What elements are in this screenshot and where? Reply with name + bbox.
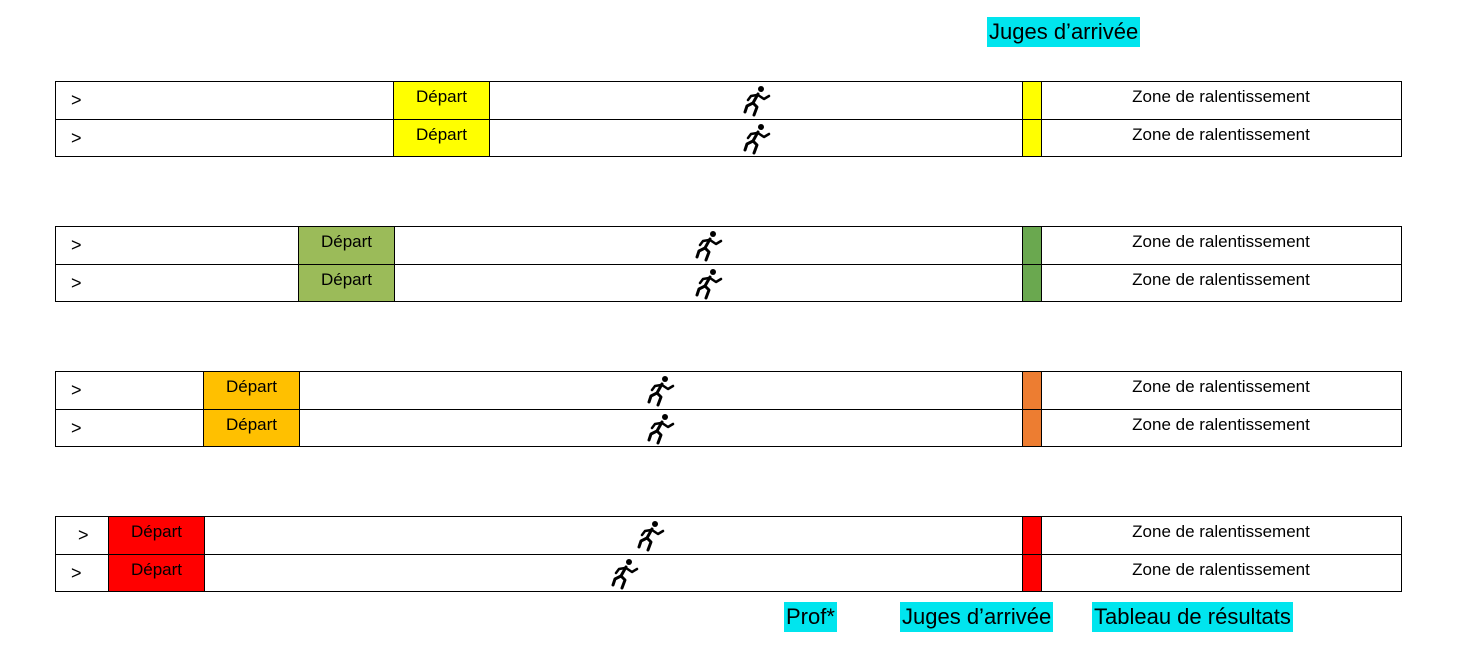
lane-group-orange: > Départ Zone de ralentissement > Départ… <box>55 371 1402 447</box>
runner-icon <box>646 413 676 445</box>
lane: > Départ Zone de ralentissement <box>56 554 1401 591</box>
runner-icon <box>742 123 772 155</box>
runner-icon <box>694 230 724 262</box>
finish-judges-label-top: Juges d’arrivée <box>987 17 1141 47</box>
chevron-marker: > <box>71 418 82 438</box>
lane: > Départ Zone de ralentissement <box>56 119 1401 156</box>
slowdown-zone-label: Zone de ralentissement <box>1132 270 1310 289</box>
lane: > Départ Zone de ralentissement <box>56 517 1401 554</box>
lane-group-yellow: > Départ Zone de ralentissement > Départ… <box>55 81 1402 157</box>
finish-line <box>1022 227 1042 264</box>
chevron-marker: > <box>71 235 82 255</box>
chevron-marker: > <box>71 128 82 148</box>
start-box: Départ <box>108 555 205 591</box>
chevron-marker: > <box>71 90 82 110</box>
finish-line <box>1022 410 1042 446</box>
runner-icon <box>636 520 666 552</box>
start-box: Départ <box>203 410 300 446</box>
chevron-marker: > <box>71 563 82 583</box>
runner-icon <box>610 558 640 590</box>
lane: > Départ Zone de ralentissement <box>56 227 1401 264</box>
finish-line <box>1022 265 1042 301</box>
teacher-label: Prof* <box>784 602 837 632</box>
runner-icon <box>646 375 676 407</box>
slowdown-zone-label: Zone de ralentissement <box>1132 377 1310 396</box>
runner-icon <box>694 268 724 300</box>
start-box: Départ <box>203 372 300 409</box>
lane: > Départ Zone de ralentissement <box>56 372 1401 409</box>
start-box: Départ <box>108 517 205 554</box>
slowdown-zone-label: Zone de ralentissement <box>1132 87 1310 106</box>
lane: > Départ Zone de ralentissement <box>56 264 1401 301</box>
slowdown-zone-label: Zone de ralentissement <box>1132 232 1310 251</box>
lane: > Départ Zone de ralentissement <box>56 409 1401 446</box>
start-box: Départ <box>393 120 490 156</box>
chevron-marker: > <box>71 380 82 400</box>
lane: > Départ Zone de ralentissement <box>56 82 1401 119</box>
finish-line <box>1022 517 1042 554</box>
slowdown-zone-label: Zone de ralentissement <box>1132 125 1310 144</box>
results-board-label: Tableau de résultats <box>1092 602 1293 632</box>
runner-icon <box>742 85 772 117</box>
chevron-marker: > <box>78 525 89 545</box>
finish-line <box>1022 82 1042 119</box>
chevron-marker: > <box>71 273 82 293</box>
finish-line <box>1022 120 1042 156</box>
finish-judges-label-bottom: Juges d’arrivée <box>900 602 1054 632</box>
lane-group-green: > Départ Zone de ralentissement > Départ… <box>55 226 1402 302</box>
start-box: Départ <box>298 227 395 264</box>
finish-line <box>1022 555 1042 591</box>
start-box: Départ <box>298 265 395 301</box>
lane-group-red: > Départ Zone de ralentissement > Départ… <box>55 516 1402 592</box>
finish-line <box>1022 372 1042 409</box>
slowdown-zone-label: Zone de ralentissement <box>1132 560 1310 579</box>
slowdown-zone-label: Zone de ralentissement <box>1132 415 1310 434</box>
slowdown-zone-label: Zone de ralentissement <box>1132 522 1310 541</box>
start-box: Départ <box>393 82 490 119</box>
